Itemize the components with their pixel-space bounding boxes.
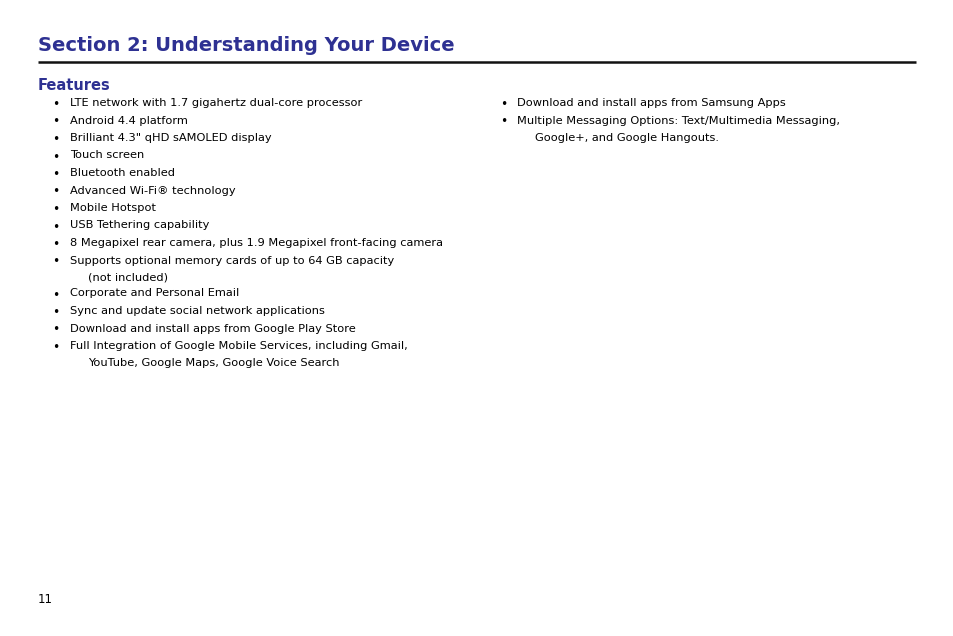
Text: •: • (52, 116, 59, 128)
Text: LTE network with 1.7 gigahertz dual-core processor: LTE network with 1.7 gigahertz dual-core… (70, 98, 362, 108)
Text: •: • (52, 306, 59, 319)
Text: Corporate and Personal Email: Corporate and Personal Email (70, 289, 239, 298)
Text: •: • (52, 203, 59, 216)
Text: Section 2: Understanding Your Device: Section 2: Understanding Your Device (38, 36, 455, 55)
Text: (not included): (not included) (88, 273, 168, 283)
Text: Bluetooth enabled: Bluetooth enabled (70, 168, 174, 178)
Text: Features: Features (38, 78, 111, 93)
Text: •: • (52, 168, 59, 181)
Text: •: • (52, 98, 59, 111)
Text: •: • (52, 151, 59, 163)
Text: •: • (52, 289, 59, 301)
Text: •: • (52, 341, 59, 354)
Text: Multiple Messaging Options: Text/Multimedia Messaging,: Multiple Messaging Options: Text/Multime… (517, 116, 840, 125)
Text: •: • (499, 98, 507, 111)
Text: 8 Megapixel rear camera, plus 1.9 Megapixel front-facing camera: 8 Megapixel rear camera, plus 1.9 Megapi… (70, 238, 442, 248)
Text: •: • (52, 256, 59, 268)
Text: Download and install apps from Samsung Apps: Download and install apps from Samsung A… (517, 98, 785, 108)
Text: Touch screen: Touch screen (70, 151, 144, 160)
Text: •: • (52, 186, 59, 198)
Text: Brilliant 4.3" qHD sAMOLED display: Brilliant 4.3" qHD sAMOLED display (70, 133, 272, 143)
Text: Sync and update social network applications: Sync and update social network applicati… (70, 306, 325, 316)
Text: Android 4.4 platform: Android 4.4 platform (70, 116, 188, 125)
Text: •: • (52, 238, 59, 251)
Text: 11: 11 (38, 593, 53, 606)
Text: Full Integration of Google Mobile Services, including Gmail,: Full Integration of Google Mobile Servic… (70, 341, 407, 351)
Text: •: • (499, 116, 507, 128)
Text: Google+, and Google Hangouts.: Google+, and Google Hangouts. (535, 133, 719, 143)
Text: •: • (52, 324, 59, 336)
Text: •: • (52, 221, 59, 233)
Text: Advanced Wi-Fi® technology: Advanced Wi-Fi® technology (70, 186, 235, 195)
Text: Download and install apps from Google Play Store: Download and install apps from Google Pl… (70, 324, 355, 333)
Text: Mobile Hotspot: Mobile Hotspot (70, 203, 156, 213)
Text: YouTube, Google Maps, Google Voice Search: YouTube, Google Maps, Google Voice Searc… (88, 359, 339, 368)
Text: USB Tethering capability: USB Tethering capability (70, 221, 209, 230)
Text: •: • (52, 133, 59, 146)
Text: Supports optional memory cards of up to 64 GB capacity: Supports optional memory cards of up to … (70, 256, 394, 265)
